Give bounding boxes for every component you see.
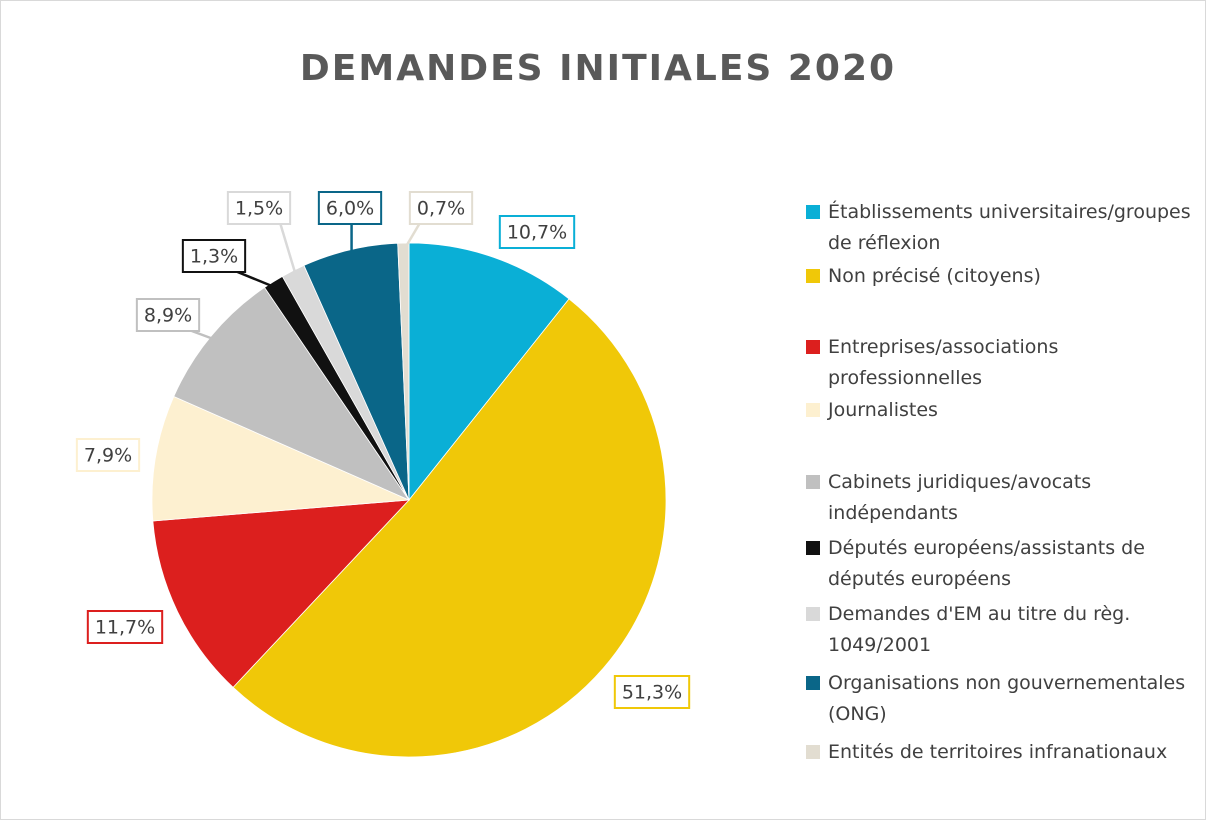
- data-label-box: [408, 191, 474, 225]
- pie-slice: [173, 286, 411, 501]
- data-label: 7,9%: [84, 445, 132, 467]
- data-label-box: [226, 191, 292, 225]
- data-label: 51,3%: [622, 682, 682, 704]
- legend-swatch: [806, 269, 820, 283]
- legend-swatch: [806, 340, 820, 354]
- leader-line: [234, 269, 278, 290]
- data-label: 11,7%: [95, 617, 155, 639]
- data-label: 1,3%: [190, 246, 238, 268]
- pie-slice: [232, 298, 667, 758]
- legend-item: Cabinets juridiques/avocats indépendants: [806, 467, 1191, 529]
- data-label-box: [135, 298, 201, 332]
- legend-item: Demandes d'EM au titre du règ. 1049/2001: [806, 599, 1191, 661]
- legend-label: Entités de territoires infranationaux: [828, 741, 1168, 763]
- legend-label: Organisations non gouvernementales (ONG): [828, 672, 1186, 725]
- data-label-box: [498, 215, 576, 249]
- data-label: 1,5%: [235, 198, 283, 220]
- pie-slice: [152, 499, 411, 688]
- leader-line: [402, 222, 421, 252]
- data-label-box: [75, 438, 141, 472]
- chart-title: DEMANDES INITIALES 2020: [300, 48, 896, 89]
- legend-label: Non précisé (citoyens): [828, 265, 1041, 287]
- leader-line: [278, 222, 298, 278]
- legend-label: Journalistes: [828, 399, 938, 421]
- legend-item: Organisations non gouvernementales (ONG): [806, 668, 1191, 730]
- legend-label: Cabinets juridiques/avocats indépendants: [828, 471, 1092, 524]
- legend-label: Députés européens/assistants de députés …: [828, 537, 1145, 590]
- data-label: 8,9%: [144, 305, 192, 327]
- legend-label: Entreprises/associations professionnelle…: [828, 336, 1059, 389]
- data-label-box: [613, 675, 691, 709]
- data-label: 10,7%: [507, 222, 567, 244]
- pie-slice: [151, 395, 410, 522]
- legend-label: Demandes d'EM au titre du règ. 1049/2001: [828, 603, 1131, 656]
- legend-item: Entités de territoires infranationaux: [806, 737, 1191, 768]
- legend-swatch: [806, 205, 820, 219]
- legend-swatch: [806, 403, 820, 417]
- legend-item: Établissements universitaires/groupes de…: [806, 197, 1191, 259]
- data-label: 6,0%: [326, 198, 374, 220]
- data-label-box: [86, 610, 164, 644]
- legend-label: Établissements universitaires/groupes de…: [828, 201, 1191, 254]
- legend-item: Journalistes: [806, 395, 1191, 426]
- data-label-box: [181, 239, 247, 273]
- data-label: 0,7%: [417, 198, 465, 220]
- data-label-box: [317, 191, 383, 225]
- legend-swatch: [806, 475, 820, 489]
- legend-swatch: [806, 676, 820, 690]
- legend-swatch: [806, 607, 820, 621]
- legend-item: Entreprises/associations professionnelle…: [806, 332, 1191, 394]
- legend-item: Non précisé (citoyens): [806, 261, 1191, 292]
- legend-swatch: [806, 745, 820, 759]
- pie-slice: [408, 242, 570, 502]
- legend-item: Députés européens/assistants de députés …: [806, 533, 1191, 595]
- legend-swatch: [806, 541, 820, 555]
